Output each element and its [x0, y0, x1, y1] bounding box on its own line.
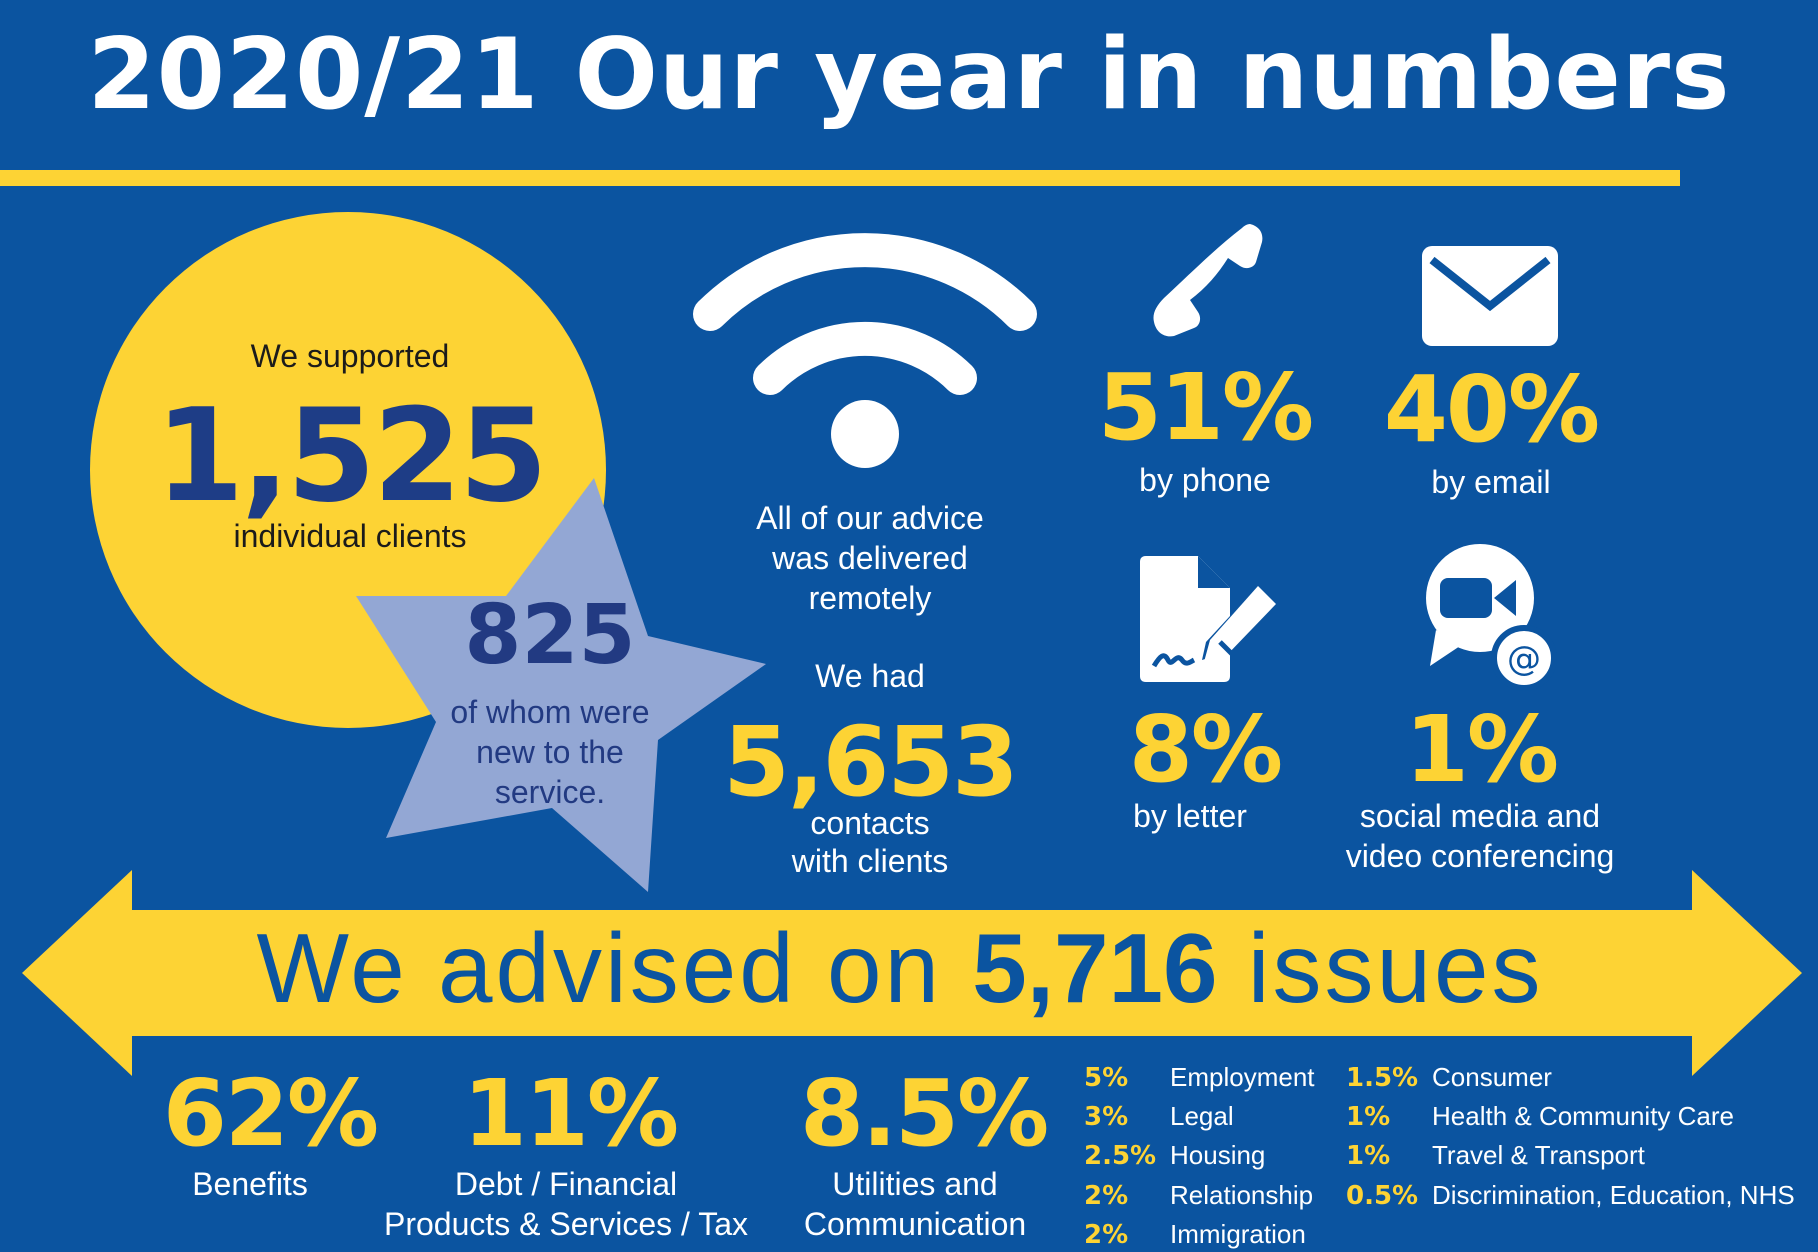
issue-debt-label: Debt / Financial Products & Services / T…: [384, 1166, 748, 1242]
new-clients-number: 825: [464, 588, 636, 683]
issue-utilities-percent: 8.5%: [800, 1060, 1049, 1167]
list-item: 3% Legal: [1084, 1101, 1234, 1132]
issues-headline: We advised on 5,716 issues: [256, 913, 1544, 1023]
svg-text:@: @: [1507, 639, 1541, 679]
contacts-label: contacts with clients: [791, 805, 949, 879]
issue-benefits-label: Benefits: [192, 1166, 308, 1202]
title-divider: [0, 170, 1680, 186]
new-clients-label: of whom were new to the service.: [450, 694, 650, 810]
list-item: 1% Health & Community Care: [1346, 1101, 1734, 1132]
list-item: 1% Travel & Transport: [1346, 1140, 1645, 1171]
list-item: 2% Immigration: [1084, 1219, 1306, 1250]
channel-letter-label: by letter: [1133, 798, 1247, 834]
channel-email-percent: 40%: [1383, 356, 1600, 463]
clients-label: individual clients: [233, 518, 467, 554]
contacts-intro: We had: [815, 658, 925, 694]
list-item: 5% Employment: [1084, 1062, 1315, 1093]
list-item: 2.5% Housing: [1084, 1140, 1266, 1171]
page-title: 2020/21 Our year in numbers: [87, 18, 1731, 132]
contacts-number: 5,653: [723, 706, 1019, 818]
issues-number: 5,716: [972, 913, 1218, 1023]
issues-arrow: [22, 870, 1802, 1076]
remote-text: All of our advice was delivered remotely: [756, 500, 984, 616]
new-clients-star: [356, 478, 766, 892]
issue-debt-percent: 11%: [462, 1060, 679, 1167]
channel-social-label: social media and video conferencing: [1345, 798, 1615, 874]
channel-phone-percent: 51%: [1097, 354, 1314, 461]
issue-benefits-percent: 62%: [162, 1060, 379, 1167]
clients-intro: We supported: [250, 338, 450, 374]
channel-social-percent: 1%: [1404, 696, 1559, 803]
signed-letter-icon: [1140, 556, 1276, 682]
channel-phone-label: by phone: [1139, 462, 1271, 498]
video-chat-icon: @: [1426, 544, 1557, 691]
channel-email-label: by email: [1431, 464, 1551, 500]
list-item: 1.5% Consumer: [1346, 1062, 1552, 1093]
clients-number: 1,525: [155, 382, 548, 531]
channel-letter-percent: 8%: [1128, 696, 1283, 803]
wifi-icon: [693, 233, 1037, 468]
issue-utilities-label: Utilities and Communication: [803, 1166, 1027, 1242]
list-item: 2% Relationship: [1084, 1180, 1314, 1211]
phone-icon: [1153, 224, 1263, 337]
envelope-icon: [1422, 246, 1558, 346]
list-item: 0.5% Discrimination, Education, NHS: [1346, 1180, 1795, 1211]
